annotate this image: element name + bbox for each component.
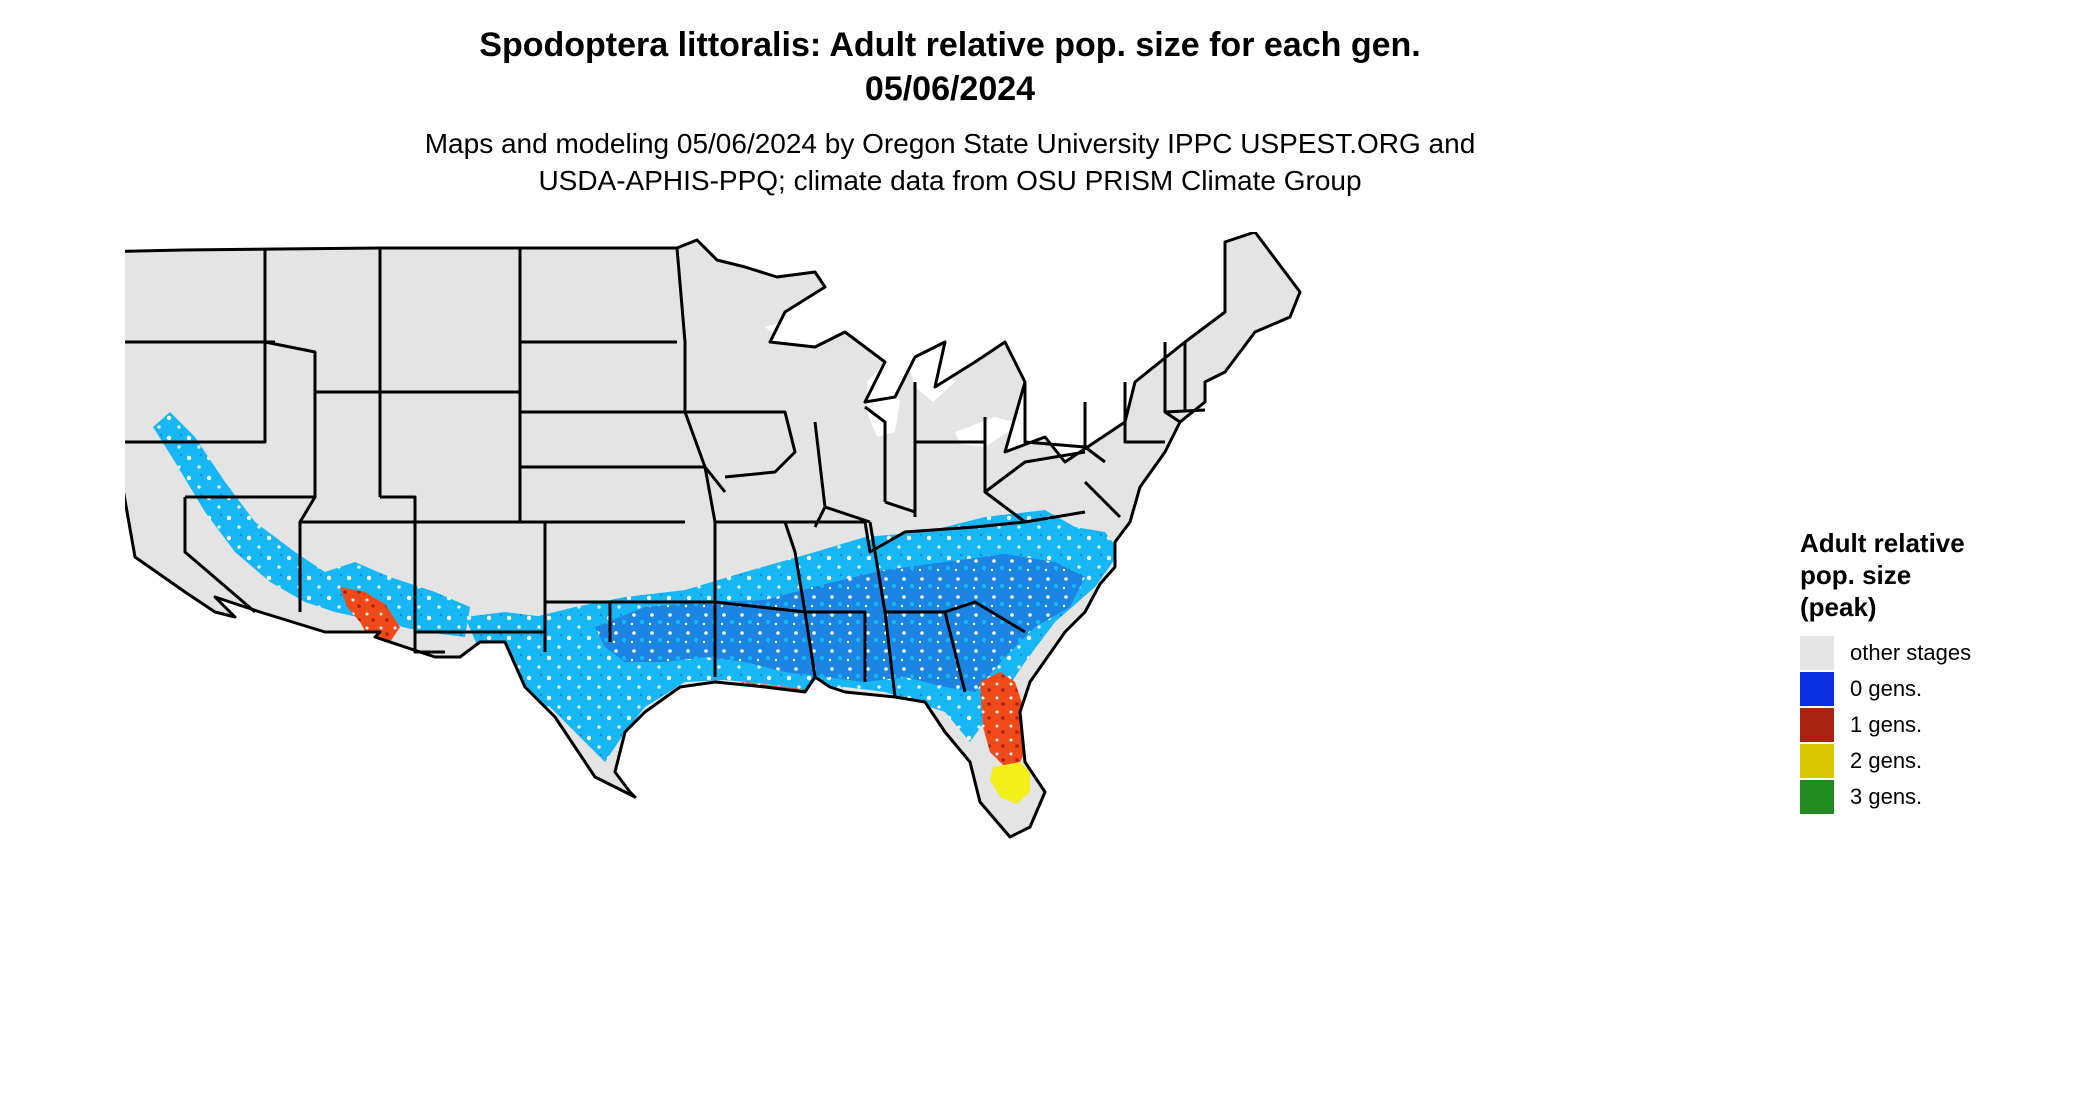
credit-line-1: Maps and modeling 05/06/2024 by Oregon S…	[424, 128, 1476, 159]
state-boundaries	[125, 232, 1302, 839]
legend-label: 3 gens.	[1850, 784, 1923, 809]
legend-title-line: (peak)	[1800, 592, 1877, 622]
legend-label: 1 gens.	[1850, 712, 1923, 737]
zone-1gens-florida	[980, 672, 1030, 767]
legend-title: Adult relative pop. size (peak)	[1800, 527, 1971, 623]
map-title-date: 05/06/2024	[864, 70, 1036, 108]
map-legend: Adult relative pop. size (peak) other st…	[1800, 527, 1971, 815]
zone-0gens-peak-south	[595, 554, 1085, 692]
zone-2gens-texas-tip	[633, 780, 647, 792]
legend-swatch	[1800, 636, 1834, 670]
zone-0gens-light-west-texas	[465, 612, 575, 707]
legend-title-line: Adult relative	[1800, 528, 1965, 558]
legend-swatch	[1800, 708, 1834, 742]
zone-1gens-gulf-coast	[660, 682, 845, 787]
legend-label: other stages	[1850, 640, 1972, 665]
zone-0gens-light-california	[153, 412, 470, 637]
legend-swatch	[1800, 780, 1834, 814]
legend-label: 0 gens.	[1850, 676, 1923, 701]
zone-1gens-california-arizona	[340, 587, 400, 642]
legend-item-other-stages: other stages	[1800, 635, 1971, 671]
legend-swatch	[1800, 744, 1834, 778]
legend-label: 2 gens.	[1850, 748, 1923, 773]
zone-2gens-florida-tip	[990, 762, 1030, 804]
legend-items: other stages 0 gens. 1 gens. 2 gens. 3 g…	[1800, 635, 1971, 815]
legend-swatch	[1800, 672, 1834, 706]
us-map	[125, 232, 1302, 839]
legend-item-2-gens: 2 gens.	[1800, 743, 1971, 779]
legend-title-line: pop. size	[1800, 560, 1912, 590]
map-title-line-1: Spodoptera littoralis: Adult relative po…	[479, 26, 1421, 64]
legend-item-1-gens: 1 gens.	[1800, 707, 1971, 743]
credit-line-2: USDA-APHIS-PPQ; climate data from OSU PR…	[538, 165, 1362, 196]
legend-item-3-gens: 3 gens.	[1800, 779, 1971, 815]
legend-item-0-gens: 0 gens.	[1800, 671, 1971, 707]
development-zones	[153, 412, 1120, 804]
zone-1gens-louisiana	[785, 697, 840, 727]
